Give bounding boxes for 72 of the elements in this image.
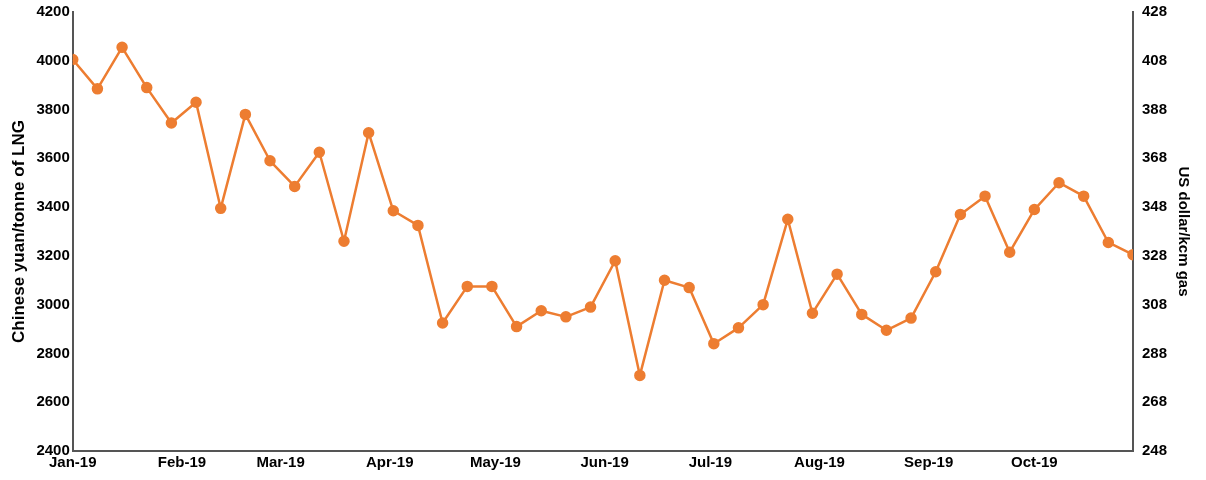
x-tick-label: Oct-19 xyxy=(1011,453,1058,471)
y2-tick-label: 268 xyxy=(1141,392,1167,410)
point xyxy=(214,202,227,215)
point xyxy=(880,324,893,337)
point xyxy=(436,317,449,329)
point xyxy=(954,208,967,221)
y2-tick-label: 328 xyxy=(1141,246,1167,264)
point xyxy=(190,96,202,108)
point xyxy=(856,308,868,321)
point xyxy=(905,312,917,324)
y2-tick-label: 308 xyxy=(1141,294,1167,312)
x-tick-label: Jul-19 xyxy=(688,453,732,471)
point xyxy=(91,83,104,95)
point xyxy=(658,274,671,287)
point xyxy=(806,307,819,319)
point xyxy=(683,281,695,294)
x-tick-label: Jun-19 xyxy=(580,453,629,471)
point xyxy=(1077,190,1090,202)
point xyxy=(1003,246,1016,258)
point xyxy=(634,369,646,382)
y2-tick-label: 368 xyxy=(1141,148,1167,166)
y-tick-label: 3600 xyxy=(36,148,70,166)
point xyxy=(412,219,424,232)
point xyxy=(1028,203,1041,216)
x-tick-label: Sep-19 xyxy=(904,453,954,471)
y-tick-label: 2600 xyxy=(36,392,70,410)
point xyxy=(461,280,474,293)
point xyxy=(313,146,326,158)
x-tick-label: Mar-19 xyxy=(256,453,305,471)
point xyxy=(560,311,572,323)
point xyxy=(708,337,720,350)
y-tick-label: 4000 xyxy=(36,50,70,68)
x-tick-label: Apr-19 xyxy=(366,453,414,471)
point xyxy=(584,301,597,313)
point xyxy=(510,320,523,333)
point xyxy=(757,298,769,311)
y-tick-label: 3000 xyxy=(36,294,70,312)
point xyxy=(362,126,375,139)
y-axis-title: Chinese yuan/tonne of LNG xyxy=(8,120,28,343)
y2-tick-label: 288 xyxy=(1141,343,1167,361)
point xyxy=(239,108,252,121)
point xyxy=(609,255,621,267)
point xyxy=(929,265,942,278)
point xyxy=(831,268,843,280)
y2-tick-label: 408 xyxy=(1141,50,1167,68)
point xyxy=(387,205,400,217)
point xyxy=(782,213,794,226)
point xyxy=(1102,236,1115,249)
y2-tick-label: 388 xyxy=(1141,99,1167,117)
x-tick-label: Aug-19 xyxy=(794,453,845,471)
y2-axis-title: US dollar/kcm gas xyxy=(1175,166,1193,297)
x-tick-label: Feb-19 xyxy=(157,453,207,471)
y-tick-label: 3400 xyxy=(36,197,70,215)
y2-tick-label: 248 xyxy=(1141,441,1167,459)
y-tick-label: 3800 xyxy=(36,99,70,117)
point xyxy=(140,81,153,94)
point xyxy=(288,180,301,193)
y2-tick-label: 428 xyxy=(1141,2,1167,20)
point xyxy=(732,322,745,334)
y-tick-label: 4200 xyxy=(36,2,70,20)
y-tick-label: 2800 xyxy=(36,343,70,361)
y-tick-label: 3200 xyxy=(36,246,70,264)
point xyxy=(165,117,178,129)
point xyxy=(264,155,276,167)
point xyxy=(1053,176,1065,189)
y2-tick-label: 348 xyxy=(1141,197,1167,215)
point xyxy=(535,305,547,317)
point xyxy=(338,235,350,248)
point xyxy=(486,280,498,293)
x-tick-label: May-19 xyxy=(470,453,521,471)
point xyxy=(116,41,128,54)
point xyxy=(979,190,991,202)
